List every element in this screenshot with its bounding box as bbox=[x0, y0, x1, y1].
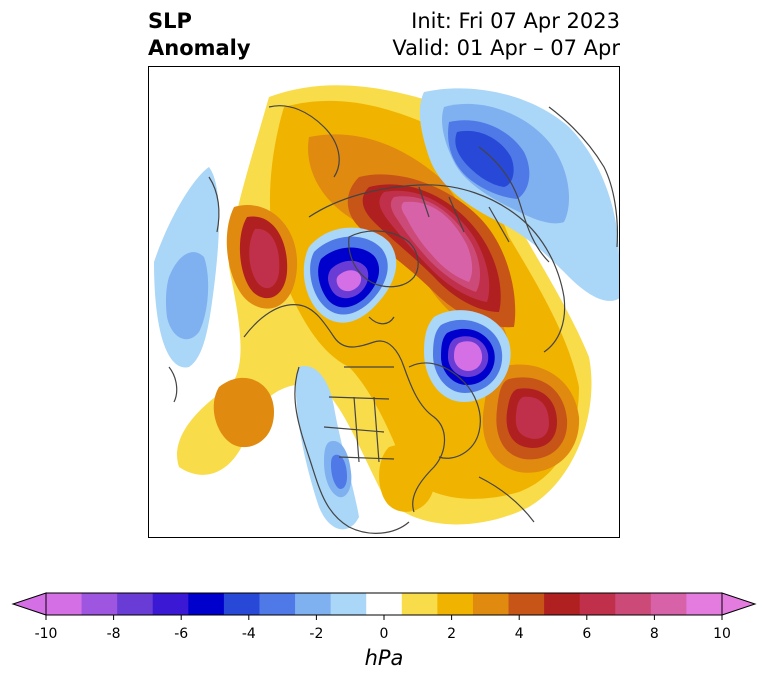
colorbar-segment bbox=[188, 593, 225, 615]
colorbar-segment bbox=[259, 593, 296, 615]
colorbar-tick-label: 6 bbox=[582, 626, 592, 642]
colorbar-tick-label: -6 bbox=[174, 626, 189, 642]
colorbar-tick-label: -2 bbox=[309, 626, 324, 642]
colorbar-tick-label: -10 bbox=[34, 626, 58, 642]
colorbar-segment bbox=[544, 593, 581, 615]
colorbar-tick-label: 4 bbox=[514, 626, 524, 642]
colorbar-segment bbox=[650, 593, 687, 615]
colorbar-tick-label: 0 bbox=[379, 626, 389, 642]
colorbar-ticks bbox=[45, 615, 723, 620]
colorbar-segment bbox=[330, 593, 367, 615]
map-title: SLP Anomaly bbox=[148, 8, 251, 62]
colorbar-segment bbox=[686, 593, 723, 615]
colorbar-segment bbox=[223, 593, 260, 615]
colorbar-tick-label: -4 bbox=[241, 626, 256, 642]
init-date: Init: Fri 07 Apr 2023 bbox=[411, 9, 620, 33]
colorbar-segment bbox=[366, 593, 403, 615]
colorbar-units: hPa bbox=[364, 646, 404, 670]
colorbar-tick-label: -8 bbox=[106, 626, 121, 642]
colorbar-segment bbox=[117, 593, 154, 615]
colorbar-segment bbox=[437, 593, 474, 615]
colorbar-tick-label: 2 bbox=[447, 626, 457, 642]
colorbar-segment bbox=[508, 593, 545, 615]
colorbar-segment bbox=[46, 593, 83, 615]
title-line-2: Anomaly bbox=[148, 36, 251, 60]
colorbar bbox=[11, 592, 757, 620]
colorbar-segment bbox=[152, 593, 189, 615]
colorbar-under-arrow bbox=[11, 592, 47, 616]
colorbar-segment bbox=[615, 593, 652, 615]
title-line-1: SLP bbox=[148, 9, 192, 33]
colorbar-segment bbox=[472, 593, 510, 615]
map-canvas bbox=[154, 85, 619, 534]
colorbar-over-arrow bbox=[721, 592, 757, 616]
coastlines bbox=[168, 105, 618, 534]
colorbar-tick-label: 8 bbox=[649, 626, 659, 642]
colorbar-segment bbox=[401, 593, 438, 615]
colorbar-tick-label: 10 bbox=[713, 626, 731, 642]
colorbar-segment bbox=[81, 593, 118, 615]
colorbar-segment bbox=[295, 593, 332, 615]
colorbar-segments bbox=[46, 593, 723, 615]
anomaly-map bbox=[148, 66, 620, 538]
date-info: Init: Fri 07 Apr 2023 Valid: 01 Apr – 07… bbox=[392, 8, 620, 62]
valid-range: Valid: 01 Apr – 07 Apr bbox=[392, 36, 620, 60]
colorbar-segment bbox=[579, 593, 616, 615]
